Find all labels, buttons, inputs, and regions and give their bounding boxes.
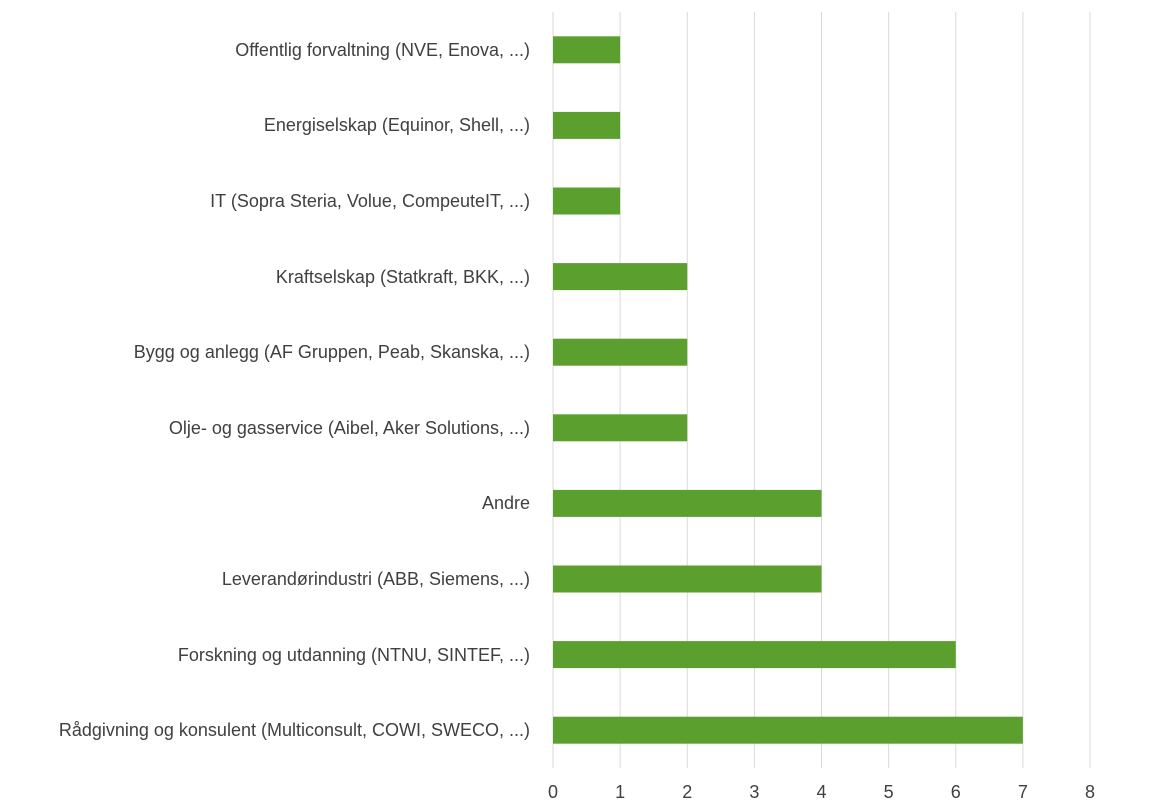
bar [553, 36, 620, 63]
chart: 0 1 2 3 4 5 6 7 8 Offentlig forvaltning (NVE, En… [0, 0, 1153, 803]
y-tick-label-box: Leverandørindustri (ABB, Siemens, ...) [222, 568, 530, 590]
y-tick-label-box: IT (Sopra Steria, Volue, CompeuteIT, ...… [210, 190, 530, 212]
y-tick-label: Forskning og utdanning (NTNU, SINTEF, ..… [178, 644, 530, 666]
x-tick-label: 3 [749, 782, 759, 802]
y-tick-label: Rådgivning og konsulent (Multiconsult, C… [59, 719, 530, 741]
bar [553, 566, 822, 593]
y-tick-label-box: Kraftselskap (Statkraft, BKK, ...) [276, 266, 530, 288]
y-tick-label-box: Energiselskap (Equinor, Shell, ...) [264, 114, 530, 136]
y-tick-label: Kraftselskap (Statkraft, BKK, ...) [276, 266, 530, 288]
bar [553, 339, 687, 366]
y-tick-label: Leverandørindustri (ABB, Siemens, ...) [222, 568, 530, 590]
bar [553, 263, 687, 290]
bar [553, 188, 620, 215]
x-tick-label: 5 [884, 782, 894, 802]
x-tick-label: 7 [1018, 782, 1028, 802]
plot: 0 1 2 3 4 5 6 7 8 [0, 0, 1153, 803]
y-tick-label-box: Offentlig forvaltning (NVE, Enova, ...) [235, 39, 530, 61]
x-tick-label: 2 [682, 782, 692, 802]
x-tick-label: 0 [548, 782, 558, 802]
y-tick-label-box: Rådgivning og konsulent (Multiconsult, C… [59, 719, 530, 741]
y-tick-label: Energiselskap (Equinor, Shell, ...) [264, 114, 530, 136]
bar [553, 490, 822, 517]
bar [553, 641, 956, 668]
bar [553, 414, 687, 441]
y-tick-label: Olje- og gasservice (Aibel, Aker Solutio… [169, 417, 530, 439]
y-tick-label-box: Forskning og utdanning (NTNU, SINTEF, ..… [178, 644, 530, 666]
bar [553, 112, 620, 139]
y-tick-label: Bygg og anlegg (AF Gruppen, Peab, Skansk… [134, 341, 530, 363]
y-tick-label: IT (Sopra Steria, Volue, CompeuteIT, ...… [210, 190, 530, 212]
y-tick-label-box: Bygg og anlegg (AF Gruppen, Peab, Skansk… [134, 341, 530, 363]
y-tick-label: Offentlig forvaltning (NVE, Enova, ...) [235, 39, 530, 61]
x-tick-label: 6 [951, 782, 961, 802]
x-tick-label: 1 [615, 782, 625, 802]
bar [553, 717, 1023, 744]
x-tick-label: 8 [1085, 782, 1095, 802]
y-tick-label: Andre [482, 492, 530, 514]
y-tick-label-box: Andre [482, 492, 530, 514]
x-tick-label: 4 [816, 782, 826, 802]
y-tick-label-box: Olje- og gasservice (Aibel, Aker Solutio… [169, 417, 530, 439]
